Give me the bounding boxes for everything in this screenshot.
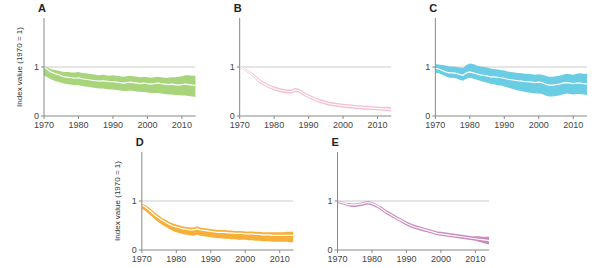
x-tick <box>112 116 113 119</box>
y-tick <box>139 201 142 202</box>
x-tick <box>147 116 148 119</box>
x-tick-label: 2000 <box>529 120 549 130</box>
x-tick <box>504 116 505 119</box>
x-tick-label: 2000 <box>137 120 157 130</box>
x-tick <box>78 116 79 119</box>
x-tick <box>337 250 338 253</box>
y-tick <box>41 67 44 68</box>
x-tick <box>239 116 240 119</box>
y-tick <box>237 67 240 68</box>
x-tick-label: 1990 <box>299 120 319 130</box>
x-tick <box>371 250 372 253</box>
x-tick-label: 2000 <box>333 120 353 130</box>
band-area <box>142 203 294 242</box>
plot-area <box>338 201 490 245</box>
band-area <box>240 67 392 112</box>
panel: C0119701980199020002010 <box>425 2 587 130</box>
plot-area <box>44 66 196 97</box>
x-tick <box>245 250 246 253</box>
x-tick <box>279 250 280 253</box>
panel-label: B <box>234 2 242 14</box>
panel: B0119701980199020002010 <box>230 2 392 130</box>
center-line <box>435 68 587 85</box>
x-tick <box>308 116 309 119</box>
plot-area <box>240 67 392 112</box>
x-tick <box>406 250 407 253</box>
y-tick-label: 1 <box>425 62 430 72</box>
x-axis <box>44 116 196 117</box>
y-tick <box>335 201 338 202</box>
x-tick-label: 2010 <box>172 120 192 130</box>
panel-label: E <box>332 136 339 148</box>
reference-line <box>142 201 294 202</box>
x-tick-label: 1990 <box>396 254 416 264</box>
x-tick <box>440 250 441 253</box>
center-line <box>44 67 196 86</box>
band-area <box>435 64 587 97</box>
x-tick <box>210 250 211 253</box>
x-tick <box>573 116 574 119</box>
y-tick-label: 1 <box>327 196 332 206</box>
plot-area <box>142 201 294 242</box>
y-tick-label: 1 <box>132 196 137 206</box>
x-tick <box>343 116 344 119</box>
x-tick-label: 1980 <box>166 254 186 264</box>
x-tick-label: 1980 <box>264 120 284 130</box>
x-tick-label: 2000 <box>235 254 255 264</box>
y-tick-label: 1 <box>230 62 235 72</box>
x-tick-label: 1970 <box>425 120 445 130</box>
x-tick-label: 1970 <box>132 254 152 264</box>
x-tick-label: 1980 <box>68 120 88 130</box>
panel-label: A <box>38 2 46 14</box>
panel-label: D <box>136 136 144 148</box>
x-tick-label: 1980 <box>362 254 382 264</box>
reference-line <box>44 67 196 68</box>
x-tick-label: 2010 <box>465 254 485 264</box>
x-tick <box>435 116 436 119</box>
center-line <box>240 67 392 110</box>
panel: E0119701980199020002010 <box>327 136 489 264</box>
x-tick <box>377 116 378 119</box>
x-axis <box>240 116 392 117</box>
band-area <box>44 66 196 97</box>
figure: A0119701980199020002010Index value (1970… <box>0 0 601 268</box>
panel: D0119701980199020002010Index value (1970… <box>113 136 294 264</box>
x-tick-label: 2000 <box>431 254 451 264</box>
plot-area <box>435 64 587 97</box>
reference-line <box>240 67 392 68</box>
x-tick <box>475 250 476 253</box>
x-tick <box>181 116 182 119</box>
x-axis <box>338 250 490 251</box>
x-tick <box>176 250 177 253</box>
y-axis-label: Index value (1970 = 1) <box>113 161 122 241</box>
x-tick-label: 2010 <box>270 254 290 264</box>
x-tick <box>44 116 45 119</box>
x-tick-label: 1990 <box>103 120 123 130</box>
x-tick-label: 1990 <box>201 254 221 264</box>
x-tick-label: 2010 <box>563 120 583 130</box>
x-tick-label: 1990 <box>494 120 514 130</box>
x-tick-label: 1980 <box>460 120 480 130</box>
x-tick <box>538 116 539 119</box>
center-line <box>338 201 490 240</box>
x-tick-label: 1970 <box>34 120 54 130</box>
x-tick-label: 1970 <box>327 254 347 264</box>
x-axis <box>435 116 587 117</box>
center-line <box>142 205 294 235</box>
reference-line <box>338 201 490 202</box>
x-axis <box>142 250 294 251</box>
x-tick <box>469 116 470 119</box>
y-tick-label: 1 <box>34 62 39 72</box>
y-axis-label: Index value (1970 = 1) <box>15 27 24 107</box>
x-tick-label: 2010 <box>368 120 388 130</box>
band-area <box>338 201 490 245</box>
x-tick <box>141 250 142 253</box>
panel: A0119701980199020002010Index value (1970… <box>15 2 196 130</box>
y-tick <box>432 67 435 68</box>
x-tick <box>274 116 275 119</box>
x-tick-label: 1970 <box>230 120 250 130</box>
panel-label: C <box>429 2 437 14</box>
